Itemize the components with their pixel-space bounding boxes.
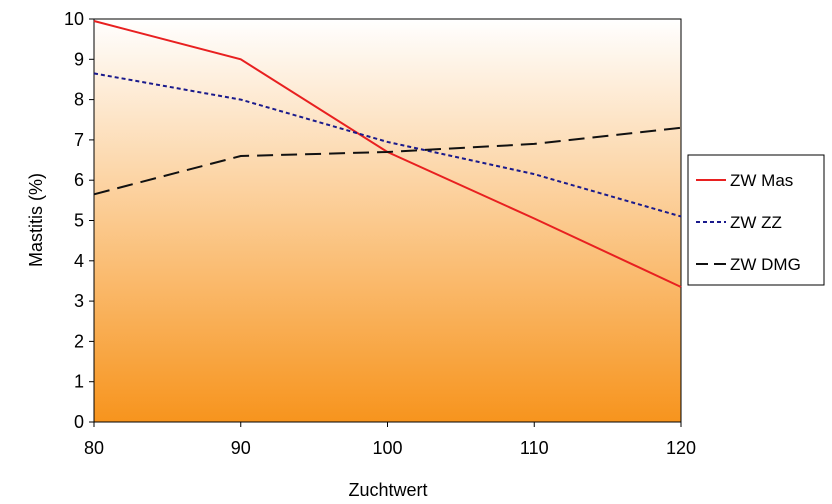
plot-area — [93, 18, 682, 423]
y-tick-label: 3 — [74, 291, 84, 311]
y-tick-label: 5 — [74, 211, 84, 231]
x-tick-label: 80 — [84, 438, 104, 458]
x-axis-label: Zuchtwert — [348, 480, 427, 500]
y-tick-label: 6 — [74, 170, 84, 190]
legend-box — [687, 154, 825, 286]
y-tick-label: 4 — [74, 251, 84, 271]
y-tick-label: 1 — [74, 372, 84, 392]
y-tick-label: 8 — [74, 90, 84, 110]
legend-label: ZW DMG — [730, 255, 801, 274]
y-tick-label: 0 — [74, 412, 84, 432]
y-tick-label: 2 — [74, 331, 84, 351]
x-tick-label: 110 — [520, 438, 549, 458]
y-tick-label: 10 — [64, 9, 84, 29]
y-axis-label: Mastitis (%) — [26, 173, 46, 267]
x-tick-label: 120 — [666, 438, 696, 458]
x-tick-label: 90 — [231, 438, 251, 458]
legend-label: ZW Mas — [730, 171, 793, 190]
x-tick-label: 100 — [372, 438, 402, 458]
legend-label: ZW ZZ — [730, 213, 782, 232]
y-tick-label: 7 — [74, 130, 84, 150]
y-tick-label: 9 — [74, 49, 84, 69]
